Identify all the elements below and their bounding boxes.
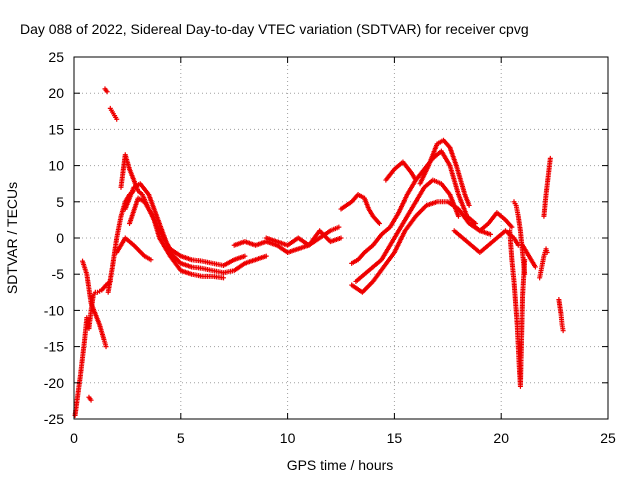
series-trace-9 xyxy=(127,195,227,281)
y-tick-label: -5 xyxy=(52,266,65,282)
x-tick-label: 25 xyxy=(600,430,616,446)
point-marker xyxy=(507,228,528,389)
y-tick-label: -15 xyxy=(44,339,64,355)
x-axis-label: GPS time / hours xyxy=(287,457,394,473)
series-trace-13 xyxy=(338,192,382,227)
y-tick-label: 15 xyxy=(48,121,64,137)
point-marker xyxy=(520,242,538,270)
series-trace-23 xyxy=(520,242,538,270)
x-tick-label: 5 xyxy=(177,430,185,446)
point-marker xyxy=(451,228,521,255)
y-tick-label: 0 xyxy=(56,230,64,246)
series-trace-18 xyxy=(417,137,472,208)
point-marker xyxy=(102,86,110,95)
series-trace-6 xyxy=(105,188,137,295)
series-trace-26 xyxy=(556,297,566,334)
x-tick-label: 15 xyxy=(387,430,403,446)
y-tick-label: 25 xyxy=(48,49,64,65)
point-marker xyxy=(537,246,550,281)
series-trace-15 xyxy=(353,177,461,284)
point-marker xyxy=(556,297,566,334)
series-trace-20 xyxy=(468,210,515,234)
point-marker xyxy=(231,224,342,255)
series-trace-5 xyxy=(107,105,120,122)
point-marker xyxy=(72,278,113,418)
series-trace-19 xyxy=(451,228,521,255)
point-marker xyxy=(353,177,461,284)
point-marker xyxy=(541,155,553,219)
point-marker xyxy=(114,235,154,263)
point-marker xyxy=(263,228,344,248)
series-trace-8 xyxy=(122,181,269,276)
x-tick-label: 0 xyxy=(70,430,78,446)
series-trace-24 xyxy=(537,246,550,281)
axis-ticks: 0 5 10 15 20 25 -25 -20 -15 -10 -5 0 5 10 15 20 25 xyxy=(44,49,616,446)
point-marker xyxy=(511,199,528,277)
y-tick-label: -20 xyxy=(44,375,64,391)
y-tick-label: 20 xyxy=(48,85,64,101)
point-marker xyxy=(107,105,120,122)
series-trace-2 xyxy=(80,258,109,350)
y-axis-label: SDTVAR / TECUs xyxy=(4,182,20,294)
x-tick-label: 20 xyxy=(493,430,509,446)
series-trace-22 xyxy=(511,199,528,277)
series-trace-11 xyxy=(231,224,342,255)
y-tick-label: 5 xyxy=(56,194,64,210)
point-marker xyxy=(417,137,472,208)
point-marker xyxy=(468,210,515,234)
y-tick-label: 10 xyxy=(48,158,64,174)
series-trace-21 xyxy=(507,228,528,389)
y-tick-label: -10 xyxy=(44,302,64,318)
series-trace-12 xyxy=(263,228,344,248)
data-marks xyxy=(72,86,566,418)
point-marker xyxy=(338,192,382,227)
point-marker xyxy=(122,181,269,276)
series-trace-25 xyxy=(541,155,553,219)
series-trace-4 xyxy=(102,86,110,95)
chart-title: Day 088 of 2022, Sidereal Day-to-day VTE… xyxy=(20,21,529,37)
series-trace-17 xyxy=(383,159,419,183)
point-marker xyxy=(105,188,137,295)
series-trace-3 xyxy=(86,394,94,403)
y-tick-label: -25 xyxy=(44,411,64,427)
point-marker xyxy=(86,394,94,403)
series-trace-10 xyxy=(114,235,154,263)
point-marker xyxy=(127,195,227,281)
series-trace-1 xyxy=(72,278,113,418)
point-marker xyxy=(383,159,419,183)
x-tick-label: 10 xyxy=(280,430,296,446)
point-marker xyxy=(80,258,109,350)
